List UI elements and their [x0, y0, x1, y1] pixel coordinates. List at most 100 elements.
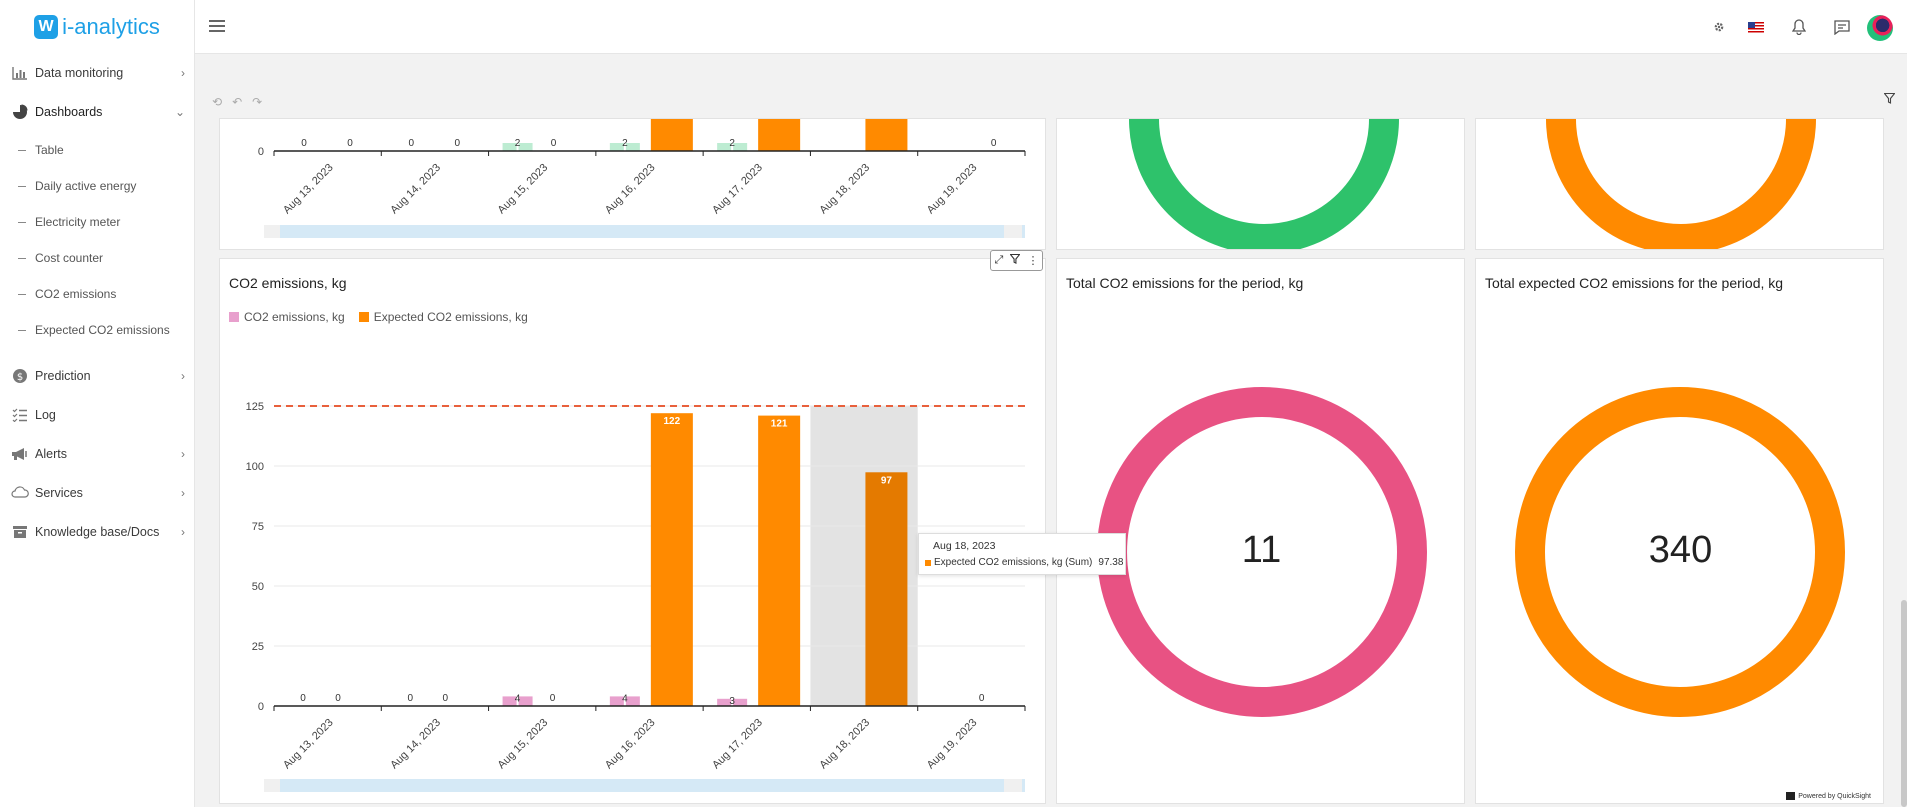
y-tick-label: 25 [252, 641, 264, 653]
sidebar-subitem-label: Electricity meter [35, 215, 121, 229]
page-scrollbar[interactable] [1901, 600, 1907, 807]
bar-expected-co2-emissions [865, 472, 908, 706]
redo-icon[interactable]: ↷ [252, 95, 263, 109]
y-tick-label: 100 [246, 461, 264, 473]
bar-small [518, 143, 533, 151]
orange-donut-partial [1546, 119, 1816, 249]
total-expected-co2-donut [1515, 387, 1845, 717]
chevron-right-icon: › [181, 66, 185, 80]
data-label: 0 [408, 693, 414, 704]
sidebar-item-label: Prediction [35, 369, 91, 383]
x-tick-label: Aug 16, 2023 [603, 162, 658, 217]
total-co2-panel: Total CO2 emissions for the period, kg 1… [1056, 258, 1465, 804]
svg-text:$: $ [17, 372, 23, 383]
data-label: 4 [515, 693, 521, 704]
pie-chart-icon [10, 104, 30, 120]
green-donut-partial [1129, 119, 1399, 249]
sidebar-subitem-cost-counter[interactable]: Cost counter [0, 246, 195, 270]
y-tick-label: 0 [258, 701, 264, 713]
x-tick-label: Aug 17, 2023 [710, 717, 765, 772]
bar-small [733, 143, 748, 151]
more-options-icon[interactable]: ⋮ [1027, 255, 1039, 267]
sidebar-subitem-table[interactable]: Table [0, 138, 195, 162]
top-header [195, 0, 1907, 54]
data-label: 2 [622, 138, 628, 149]
bar-chart-icon [10, 65, 30, 81]
chevron-right-icon: › [181, 486, 185, 500]
dash-icon [18, 221, 26, 223]
data-label: 4 [622, 693, 628, 704]
total-expected-co2-panel: Total expected CO2 emissions for the per… [1475, 258, 1884, 804]
sidebar-item-label: Services [35, 486, 83, 500]
logo-mark-icon: W [34, 15, 59, 39]
bar-tall [758, 119, 801, 151]
bar-co2-emissions [518, 696, 533, 706]
legend-item-expected[interactable]: Expected CO2 emissions, kg [358, 310, 528, 324]
tooltip-date: Aug 18, 2023 [933, 540, 996, 552]
top-chart: 0 0 0 0 0 2 0 2 2 0 Aug 13, 2023 Aug 14, 2023 Aug 15… [258, 119, 1026, 238]
data-label: 122 [664, 416, 681, 427]
sidebar-subitem-electricity-meter[interactable]: Electricity meter [0, 210, 195, 234]
user-avatar[interactable] [1867, 15, 1893, 41]
sidebar-item-prediction[interactable]: $ Prediction › [0, 362, 195, 390]
bar-tall [650, 119, 693, 151]
notifications-bell-icon[interactable] [1788, 16, 1810, 38]
panel-title: Total CO2 emissions for the period, kg [1066, 275, 1304, 291]
data-label: 121 [771, 419, 788, 430]
x-tick-label: Aug 18, 2023 [817, 162, 872, 217]
sidebar-subitem-co2-emissions[interactable]: CO2 emissions [0, 282, 195, 306]
settings-icon[interactable] [1708, 16, 1730, 38]
data-label: 3 [729, 696, 735, 707]
data-label: 0 [409, 138, 415, 149]
panel-title: CO2 emissions, kg [229, 275, 347, 291]
sidebar-subitem-daily-active-energy[interactable]: Daily active energy [0, 174, 195, 198]
data-label: 0 [300, 693, 306, 704]
bar-tall [865, 119, 908, 151]
sidebar-subitem-expected-co2-emissions[interactable]: Expected CO2 emissions [0, 318, 195, 342]
menu-toggle-icon[interactable] [209, 20, 225, 34]
chevron-right-icon: › [181, 447, 185, 461]
data-label: 0 [301, 138, 307, 149]
visual-filter-icon[interactable] [1009, 253, 1022, 267]
legend-item-actual[interactable]: CO2 emissions, kg [229, 310, 345, 324]
chart-scroll-handle-right [1004, 779, 1022, 792]
y-tick-label: 0 [258, 146, 264, 158]
chart-scroll-handle-left [264, 225, 280, 238]
y-tick-label: 125 [246, 401, 264, 413]
bar-small [625, 143, 640, 151]
undo-icon[interactable]: ↶ [232, 95, 243, 109]
chevron-down-icon: ⌄ [174, 105, 185, 119]
messages-chat-icon[interactable] [1831, 16, 1853, 38]
sidebar-subitem-label: Cost counter [35, 251, 104, 265]
bar-small [502, 143, 517, 151]
top-donut-panel-green [1056, 118, 1465, 250]
sidebar-subitem-label: Table [35, 143, 64, 157]
sidebar-item-data-monitoring[interactable]: Data monitoring › [0, 59, 195, 87]
sidebar-item-dashboards[interactable]: Dashboards ⌄ [0, 98, 195, 126]
archive-icon [10, 524, 30, 540]
bar-co2-emissions [609, 696, 624, 706]
language-flag-icon[interactable] [1745, 16, 1767, 38]
filter-icon[interactable] [1883, 92, 1896, 107]
sidebar-item-label: Knowledge base/Docs [35, 525, 160, 539]
data-label: 0 [443, 693, 449, 704]
expand-icon[interactable]: ⤢ [994, 254, 1004, 266]
chevron-right-icon: › [181, 369, 185, 383]
x-tick-label: Aug 15, 2023 [496, 717, 551, 772]
sidebar-item-log[interactable]: Log [0, 401, 195, 429]
sidebar-item-services[interactable]: Services › [0, 479, 195, 507]
x-tick-label: Aug 14, 2023 [388, 162, 443, 217]
sidebar-subitem-label: CO2 emissions [35, 287, 117, 301]
total-co2-value: 11 [1241, 529, 1282, 571]
data-label: 0 [347, 138, 353, 149]
reset-icon[interactable]: ⟲ [212, 95, 223, 109]
x-tick-label: Aug 13, 2023 [281, 717, 336, 772]
chart-scroll-handle-right [1004, 225, 1022, 238]
app-logo[interactable]: W i-analytics [0, 0, 194, 54]
x-tick-label: Aug 16, 2023 [603, 717, 658, 772]
sidebar-item-alerts[interactable]: Alerts › [0, 440, 195, 468]
y-tick-label: 50 [252, 581, 264, 593]
co2-bar-chart: 0 25 50 75 100 125 0 0 0 0 4 0 4 122 3 121 97 0 Aug 13, 20… [246, 401, 1026, 792]
chevron-right-icon: › [181, 525, 185, 539]
sidebar-item-knowledge-base[interactable]: Knowledge base/Docs › [0, 518, 195, 546]
